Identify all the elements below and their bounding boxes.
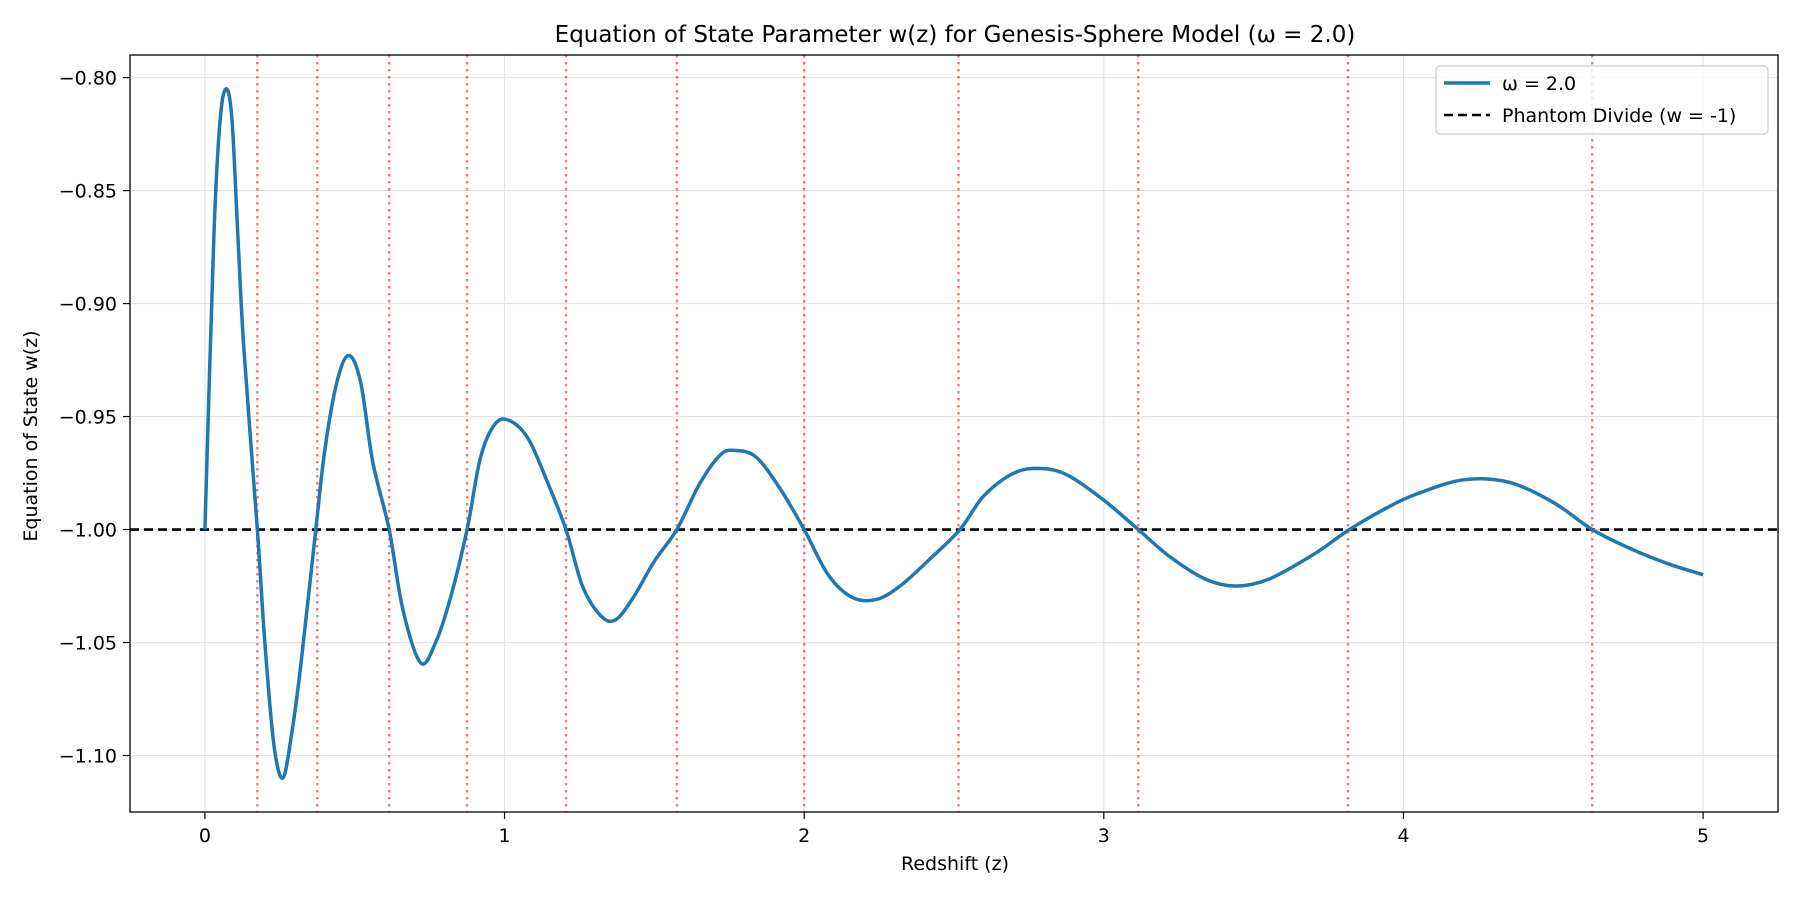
y-tick-label: −0.90 xyxy=(59,294,117,316)
x-tick-label: 2 xyxy=(798,825,810,847)
x-axis-ticks: 0 1 2 3 4 5 xyxy=(199,812,1709,847)
y-axis-ticks: −0.80 −0.85 −0.90 −0.95 −1.00 −1.05 −1.10 xyxy=(59,68,130,768)
y-tick-label: −0.80 xyxy=(59,68,117,90)
x-tick-label: 0 xyxy=(199,825,211,847)
y-axis-label: Equation of State w(z) xyxy=(20,330,42,541)
chart-title: Equation of State Parameter w(z) for Gen… xyxy=(555,22,1356,48)
legend-label-omega: ω = 2.0 xyxy=(1502,73,1576,95)
y-tick-label: −0.95 xyxy=(59,407,117,429)
series-layer xyxy=(130,87,1778,780)
x-tick-label: 1 xyxy=(498,825,510,847)
y-tick-label: −0.85 xyxy=(59,181,117,203)
x-tick-label: 4 xyxy=(1397,825,1409,847)
x-axis-label: Redshift (z) xyxy=(901,853,1009,875)
x-tick-label: 5 xyxy=(1697,825,1709,847)
y-tick-label: −1.00 xyxy=(59,520,117,542)
legend-box xyxy=(1435,65,1769,135)
y-tick-label: −1.05 xyxy=(59,633,117,655)
x-tick-label: 3 xyxy=(1098,825,1110,847)
plot-frame xyxy=(129,54,1779,813)
legend: ω = 2.0 Phantom Divide (w = -1) xyxy=(1435,65,1769,135)
y-tick-label: −1.10 xyxy=(59,746,117,768)
grid-layer xyxy=(130,55,1778,812)
w-z-curve xyxy=(203,87,1704,780)
crossing-lines xyxy=(256,55,1594,812)
legend-label-phantom-divide: Phantom Divide (w = -1) xyxy=(1502,105,1736,127)
